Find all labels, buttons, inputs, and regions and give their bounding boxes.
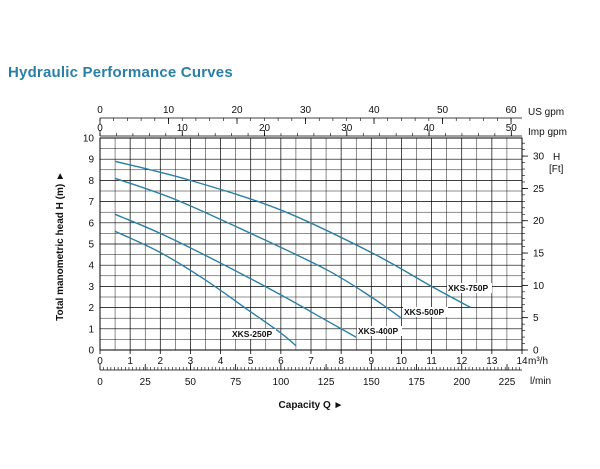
imp-gpm-axis-tick-label: 50: [506, 123, 518, 134]
us-gpm-axis-tick-label: 50: [437, 105, 449, 116]
curve-label-bg: [447, 283, 492, 293]
curve-label-bg: [357, 326, 402, 336]
ft-tick-label: 5: [533, 313, 539, 324]
us-gpm-axis-tick-label: 60: [505, 105, 517, 116]
x-primary-tick-label: 2: [158, 356, 164, 367]
x-primary-tick-label: 12: [456, 356, 468, 367]
curves: XKS-250P XKS-400P XKS-500P XKS-750P: [114, 160, 492, 347]
us-gpm-axis-tick-label: 0: [97, 105, 103, 116]
x-primary-tick-label: 4: [218, 356, 224, 367]
lmin-axis-tick-label: 150: [363, 377, 380, 388]
lmin-axis-tick-label: 125: [318, 377, 335, 388]
y-primary-tick-label: 0: [88, 346, 94, 357]
y-primary-tick-label: 5: [88, 240, 94, 251]
lmin-axis-tick-label: 50: [185, 377, 197, 388]
y-primary-tick-label: 7: [88, 197, 94, 208]
curve-label-bg: [403, 307, 448, 317]
x-primary-tick-label: 14: [516, 356, 528, 367]
curve-label-xks-250p: XKS-250P: [232, 329, 272, 339]
curve-xks-400p: [114, 213, 357, 338]
x-primary-unit: m³/h: [528, 356, 548, 367]
y-primary-tick-label: 10: [83, 134, 95, 145]
curve-xks-750p: [114, 160, 472, 309]
y-primary-tick-label: 4: [88, 261, 94, 272]
x-primary-tick-label: 3: [188, 356, 194, 367]
ft-unit-h: H: [553, 152, 560, 163]
ft-tick-label: 30: [533, 152, 545, 163]
curve-label-xks-500p: XKS-500P: [404, 307, 444, 317]
x-primary-tick-label: 7: [308, 356, 314, 367]
lmin-axis-unit: l/min: [530, 376, 551, 387]
ft-tick-label: 15: [533, 249, 545, 260]
x-primary-tick-label: 1: [127, 356, 133, 367]
curve-label-xks-750p: XKS-750P: [448, 283, 488, 293]
lmin-axis-tick-label: 0: [97, 377, 103, 388]
ft-unit-ft: [Ft]: [549, 164, 564, 175]
ft-tick-label: 25: [533, 184, 545, 195]
imp-gpm-axis-tick-label: 10: [177, 123, 189, 134]
ft-tick-label: 0: [533, 346, 539, 357]
us-gpm-axis-tick-label: 30: [300, 105, 312, 116]
x-primary-tick-label: 11: [426, 356, 437, 367]
lmin-axis-tick-label: 100: [273, 377, 290, 388]
lmin-axis-tick-label: 200: [453, 377, 470, 388]
x-primary-tick-label: 13: [486, 356, 498, 367]
x-primary-tick-label: 8: [338, 356, 344, 367]
ft-tick-label: 10: [533, 281, 545, 292]
y-primary-tick-label: 8: [88, 176, 94, 187]
y-primary-tick-label: 9: [88, 155, 94, 166]
x-primary-tick-label: 0: [97, 356, 103, 367]
imp-gpm-axis-tick-label: 20: [259, 123, 271, 134]
grid: [99, 137, 523, 351]
imp-gpm-axis-tick-label: 0: [97, 123, 103, 134]
y-primary-tick-label: 3: [88, 282, 94, 293]
page-title: Hydraulic Performance Curves: [8, 64, 233, 81]
x-axis-title: Capacity Q ►: [279, 400, 344, 411]
lmin-axis-tick-label: 225: [499, 377, 516, 388]
x-primary-tick-label: 6: [278, 356, 284, 367]
y-primary-tick-label: 2: [88, 303, 94, 314]
us-gpm-axis-tick-label: 40: [368, 105, 380, 116]
curve-xks-500p: [114, 177, 402, 319]
imp-gpm-axis-tick-label: 40: [423, 123, 435, 134]
x-primary-tick-label: 10: [396, 356, 408, 367]
y-primary-tick-label: 1: [88, 324, 94, 335]
curve-xks-250p: [114, 230, 297, 347]
lmin-axis-tick-label: 175: [408, 377, 425, 388]
imp-gpm-axis-tick-label: 30: [341, 123, 353, 134]
x-primary-tick-label: 9: [369, 356, 375, 367]
x-primary-tick-label: 5: [248, 356, 254, 367]
y-axis-title: Total manometric head H (m) ►: [55, 171, 66, 321]
curve-label-xks-400p: XKS-400P: [358, 326, 398, 336]
y-primary-tick-label: 6: [88, 218, 94, 229]
us-gpm-axis-unit: US gpm: [528, 107, 564, 118]
ft-tick-label: 20: [533, 216, 545, 227]
us-gpm-axis-tick-label: 20: [231, 105, 243, 116]
lmin-axis-tick-label: 75: [230, 377, 242, 388]
us-gpm-axis-tick-label: 10: [163, 105, 175, 116]
lmin-axis-tick-label: 25: [140, 377, 152, 388]
imp-gpm-axis-unit: Imp gpm: [528, 127, 567, 138]
curve-label-bg: [231, 329, 276, 339]
